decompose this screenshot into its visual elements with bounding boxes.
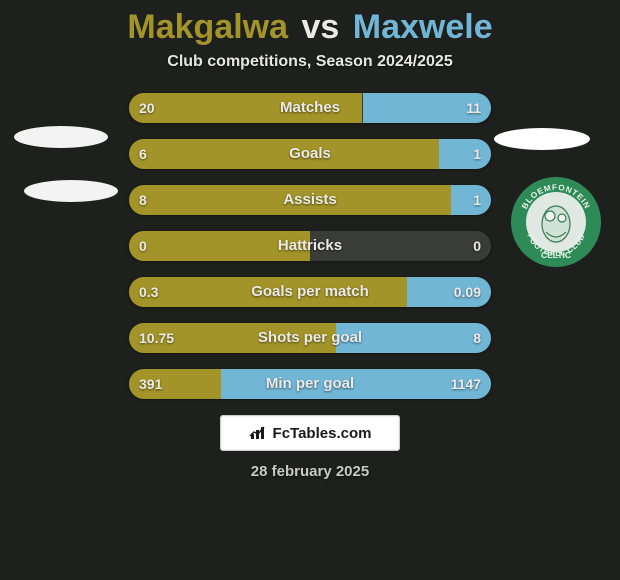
footer-site-badge: FcTables.com [220, 415, 400, 451]
stat-label: Min per goal [129, 369, 491, 399]
stat-row: 00Hattricks [129, 231, 491, 261]
stat-label: Goals [129, 139, 491, 169]
content-wrap: Makgalwa vs Maxwele Club competitions, S… [0, 0, 620, 580]
footer-site-text: FcTables.com [273, 425, 372, 442]
club-badge-icon: BLOEMFONTEIN FOOTBALL CLUB CELTIC [510, 176, 602, 268]
left-club-placeholder-1 [14, 126, 108, 148]
right-club-placeholder [494, 128, 590, 150]
stat-row: 2011Matches [129, 93, 491, 123]
stat-label: Assists [129, 185, 491, 215]
stat-row: 0.30.09Goals per match [129, 277, 491, 307]
stat-row: 61Goals [129, 139, 491, 169]
title-vs: vs [301, 8, 339, 46]
stat-label: Matches [129, 93, 491, 123]
stat-label: Hattricks [129, 231, 491, 261]
date-text: 28 february 2025 [0, 463, 620, 480]
stat-row: 3911147Min per goal [129, 369, 491, 399]
subtitle: Club competitions, Season 2024/2025 [0, 53, 620, 71]
stat-row: 10.758Shots per goal [129, 323, 491, 353]
page-title: Makgalwa vs Maxwele [0, 8, 620, 47]
left-club-placeholder-2 [24, 180, 118, 202]
chart-icon [249, 425, 267, 441]
title-player2: Maxwele [353, 8, 493, 46]
title-player1: Makgalwa [127, 8, 288, 46]
stat-row: 81Assists [129, 185, 491, 215]
club-badge-celtic-text: CELTIC [541, 250, 571, 260]
stat-bars: 2011Matches 61Goals 81Assists 00Hattricks 0.… [129, 93, 491, 399]
stat-label: Shots per goal [129, 323, 491, 353]
stat-label: Goals per match [129, 277, 491, 307]
